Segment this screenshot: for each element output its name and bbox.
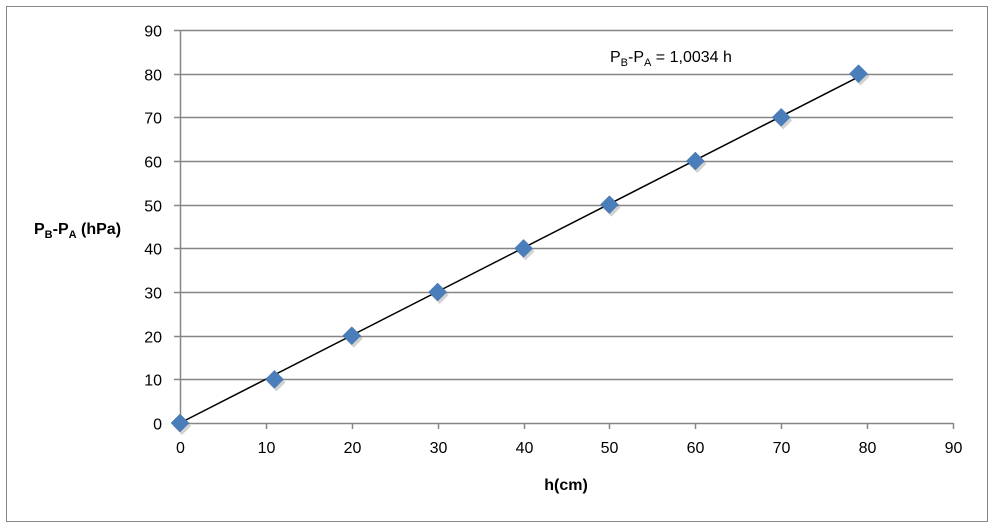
data-point: [428, 282, 448, 302]
x-tick-label: 50: [601, 440, 619, 457]
y-tick-label: 80: [144, 68, 162, 85]
x-tick-label: 80: [859, 440, 877, 457]
x-tick-label: 70: [773, 440, 791, 457]
x-tick-label: 60: [687, 440, 705, 457]
chart-border: [6, 6, 988, 522]
x-tick-label: 40: [516, 440, 534, 457]
data-point: [265, 369, 284, 389]
x-tick-label: 10: [258, 440, 276, 457]
y-tick-label: 70: [144, 111, 162, 128]
y-tick-label: 60: [144, 155, 162, 172]
equation-annotation: PB-PA = 1,0034 h: [610, 49, 732, 69]
x-tick-label: 30: [430, 440, 448, 457]
data-point: [514, 238, 533, 258]
y-tick-label: 50: [144, 199, 162, 216]
x-tick-label: 20: [344, 440, 362, 457]
data-point: [685, 151, 705, 171]
y-tick-label: 0: [153, 417, 162, 434]
y-axis-label: PB-PA (hPa): [34, 221, 121, 241]
x-axis-label: h(cm): [544, 477, 588, 494]
x-tick-label: 90: [945, 440, 963, 457]
data-point: [771, 107, 791, 127]
y-tick-label: 10: [144, 373, 162, 390]
data-point: [342, 326, 362, 346]
data-point: [849, 64, 868, 84]
y-tick-label: 90: [144, 24, 162, 41]
data-point: [600, 195, 619, 215]
data-point: [170, 413, 190, 433]
y-tick-label: 30: [144, 286, 162, 303]
y-tick-label: 20: [144, 330, 162, 347]
y-tick-label: 40: [144, 242, 162, 259]
x-tick-label: 0: [176, 440, 185, 457]
